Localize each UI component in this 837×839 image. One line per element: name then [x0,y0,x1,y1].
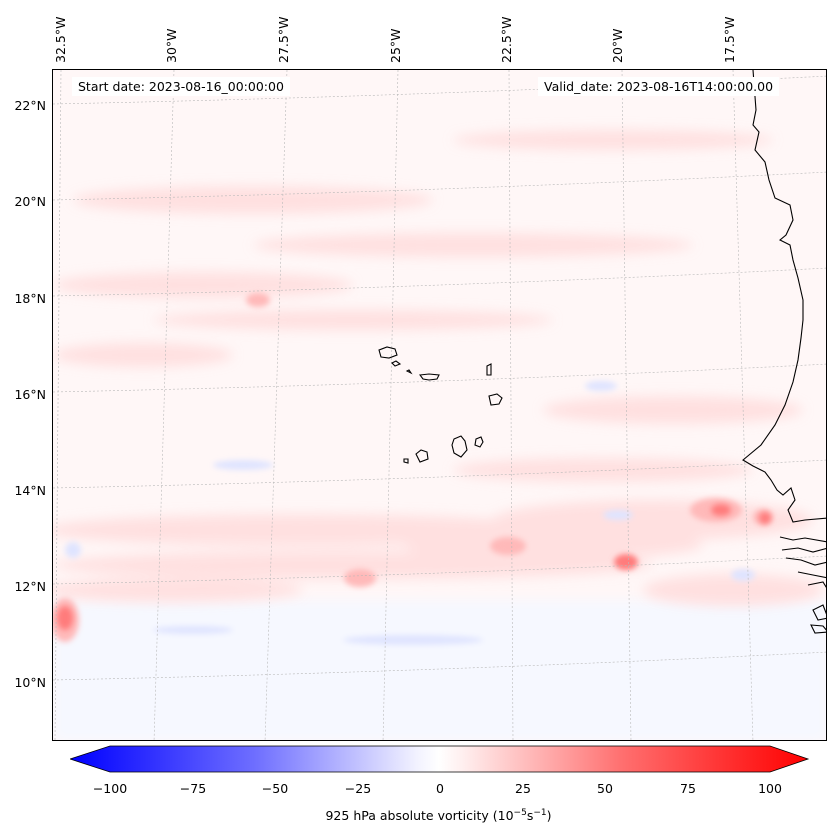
lat-label: 16°N [14,387,46,402]
lon-label: 32.5°W [53,16,68,63]
colorbar-tick: 25 [515,781,531,796]
start-date-label: Start date: 2023-08-16_00:00:00 [72,77,290,96]
lat-label: 22°N [14,98,46,113]
colorbar-tick: −50 [261,781,289,796]
lon-label: 17.5°W [722,16,737,63]
colorbar-tick: 100 [758,781,782,796]
lat-label: 10°N [14,675,46,690]
colorbar-tick: −75 [179,781,207,796]
colorbar-tick: −25 [344,781,372,796]
valid-date-label: Valid_date: 2023-08-16T14:00:00.00 [538,77,780,96]
coastline [742,70,826,634]
lon-label: 25°W [388,28,403,63]
colorbar-tick: 0 [436,781,444,796]
lat-label: 20°N [14,194,46,209]
lon-label: 22.5°W [499,16,514,63]
colorbar-tick: 50 [597,781,613,796]
lat-label: 18°N [14,291,46,306]
colorbar-tick: 75 [680,781,696,796]
lon-label: 27.5°W [276,16,291,63]
colorbar-tick: −100 [92,781,128,796]
cape-verde-islands [378,346,503,464]
lat-label: 12°N [14,579,46,594]
colorbar-label: 925 hPa absolute vorticity (10−5s−1) [325,808,552,824]
vorticity-field [53,70,826,740]
colorbar [70,745,810,773]
lon-label: 30°W [164,28,179,63]
lon-label: 20°W [610,28,625,63]
map-panel [52,69,827,741]
lat-label: 14°N [14,483,46,498]
